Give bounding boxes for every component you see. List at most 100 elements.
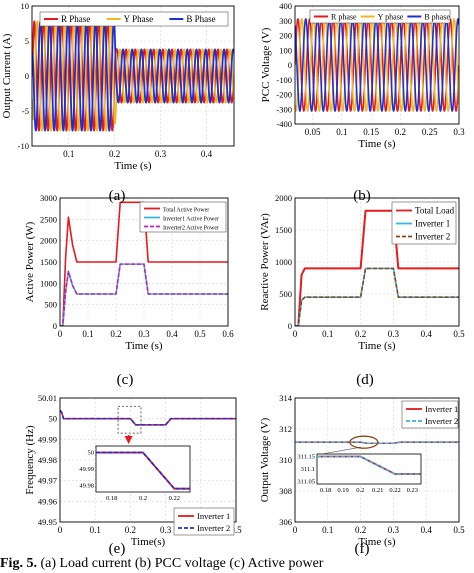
x-tick-label-f: 0.5 [453, 525, 465, 535]
legend-b: R phase Y phase B phase [309, 9, 450, 24]
x-tick-label-a: 0.3 [155, 149, 167, 159]
chart-c: 0 0.1 0.2 0.3 0.4 0.5 0.6 3000 2500 2000 1500 1000 5… [24, 193, 234, 352]
x-tick-label-a: 0.1 [63, 149, 74, 159]
y-tick-label-b: 100 [279, 45, 292, 55]
series-line-b-2 [295, 18, 459, 112]
y-tick-label-b: -200 [276, 90, 292, 100]
y-axis-label-c: Active Power (W) [24, 221, 36, 302]
y-tick-label-f: 314 [279, 393, 293, 403]
legend-entry-b: Y phase [378, 13, 404, 22]
zoom-ellipse-f [349, 435, 379, 449]
y-tick-label-d: 500 [279, 289, 292, 299]
inset-f: 0.18 0.19 0.2 0.21 0.22 0.23 311.15 311.1 311.05 [297, 454, 422, 494]
series-line-c-3 [60, 263, 228, 326]
y-axis-label-d: Reactive Power (VAr) [259, 213, 271, 311]
legend-entry-b: R phase [331, 13, 357, 22]
y-tick-label-d: 1500 [275, 225, 292, 235]
plot-area-e [60, 409, 236, 426]
y-tick-label-a: 5 [25, 36, 29, 46]
legend-d: Total Load Inverter 1 Inverter 2 [391, 201, 457, 245]
x-tick-label-f: 0.2 [355, 525, 366, 535]
caption-number: Fig. 5. [0, 556, 37, 571]
axes-frame-c [59, 197, 229, 327]
x-axis-label-b: Time (s) [358, 138, 396, 150]
x-tick-label-f: 0.1 [322, 525, 333, 535]
legend-entry-e: Inverter 1 [197, 511, 230, 521]
series-line-d-2 [295, 267, 459, 326]
y-tick-label-e: 49.99 [38, 434, 57, 444]
zoom-annotation-f [321, 435, 379, 455]
series-line-d-1 [295, 209, 459, 326]
legend-box-e [173, 507, 235, 536]
y-tick-label-c: 500 [44, 300, 57, 310]
x-tick-label-b: 0.3 [453, 127, 465, 137]
legend-entry-f: Inverter 1 [425, 404, 458, 414]
series-line-a-1 [32, 20, 234, 132]
y-tick-label-e: 50 [49, 414, 58, 424]
legend-entry-c: Inverter1 Active Power [163, 217, 219, 223]
inset-y-tick-e: 49.98 [79, 482, 94, 489]
plot-area-d [295, 209, 459, 326]
series-line-b-1 [295, 18, 459, 112]
x-tick-label-d: 0.4 [421, 329, 433, 339]
y-tick-label-f: 308 [279, 486, 292, 496]
y-tick-label-f: 306 [279, 517, 292, 527]
series-line-e-1 [60, 409, 236, 426]
inset-x-tick-f: 0.19 [337, 487, 348, 494]
legend-box-f [401, 400, 459, 429]
zoom-arrowhead-e [124, 436, 133, 444]
inset-x-tick-f: 0.21 [372, 487, 383, 494]
inset-y-tick-f: 311.05 [297, 479, 315, 486]
series-line-d-3 [295, 267, 459, 326]
x-axis-label-a: Time (s) [114, 160, 152, 172]
y-tick-label-c: 0 [53, 321, 57, 331]
x-tick-label-c: 0.2 [110, 329, 121, 339]
chart-f: 0 0.1 0.2 0.3 0.4 0.5 314 312 310 308 306 Time (s) O… [259, 393, 465, 548]
legend-entry-c: Inverter2 Active Power [163, 226, 219, 232]
y-tick-label-e: 49.97 [38, 476, 57, 486]
y-tick-label-e: 50.01 [38, 393, 57, 403]
chart-e: 00.10.20.30.40.550.015049.9949.9849.9749… [24, 393, 242, 548]
y-tick-label-c: 2000 [40, 236, 57, 246]
legend-entry-a: Y Phase [124, 14, 153, 24]
inset-series-f-2 [317, 455, 421, 475]
series-line-a-2 [32, 20, 234, 132]
zoom-box-e [117, 405, 142, 434]
y-tick-label-b: 300 [279, 16, 292, 26]
chart-d: 0 0.1 0.2 0.3 0.4 0.5 2000 1500 1000 500 0 Time (s)… [259, 193, 465, 352]
x-tick-label-c: 0.1 [82, 329, 93, 339]
panel-label-b: (b) [353, 188, 371, 204]
y-axis-label-a: Output Current (A) [1, 33, 13, 118]
plot-area-f [295, 441, 459, 445]
x-tick-label-e: 0 [58, 525, 63, 535]
x-axis-label-e: Time(s) [131, 536, 166, 548]
plot-area-a [32, 20, 234, 132]
inset-x-tick-f: 0.22 [389, 487, 400, 494]
inset-x-tick-e: 0.22 [169, 495, 180, 502]
legend-entry-d: Inverter 1 [415, 219, 450, 229]
y-tick-label-b: -400 [276, 119, 292, 129]
y-tick-label-c: 2500 [40, 214, 57, 224]
y-tick-label-d: 1000 [275, 257, 292, 267]
inset-y-tick-f: 311.1 [301, 466, 315, 473]
y-tick-label-c: 1500 [40, 257, 57, 267]
panel-label-a: (a) [108, 188, 126, 204]
y-tick-label-a: 0 [25, 71, 29, 81]
x-axis-label-c: Time (s) [125, 340, 163, 352]
x-tick-label-b: 0.1 [336, 127, 347, 137]
y-tick-label-f: 312 [279, 424, 292, 434]
x-tick-label-a: 0.4 [201, 149, 213, 159]
y-tick-label-f: 310 [279, 455, 292, 465]
axes-frame-a [31, 5, 235, 147]
figure-caption: Fig. 5. (a) Load current (b) PCC voltage… [0, 556, 474, 573]
y-tick-label-a: 10 [21, 1, 30, 11]
y-axis-label-e: Frequency (Hz) [24, 425, 36, 495]
y-tick-label-a: -10 [18, 141, 29, 151]
inset-series-e-2 [96, 451, 190, 490]
panel-label-c: (c) [116, 372, 134, 388]
plot-area-b [295, 18, 459, 112]
inset-e: 0.18 0.2 0.22 50 49.99 49.98 [79, 445, 191, 502]
axes-frame-d [294, 197, 460, 327]
series-line-b-3 [295, 18, 459, 112]
